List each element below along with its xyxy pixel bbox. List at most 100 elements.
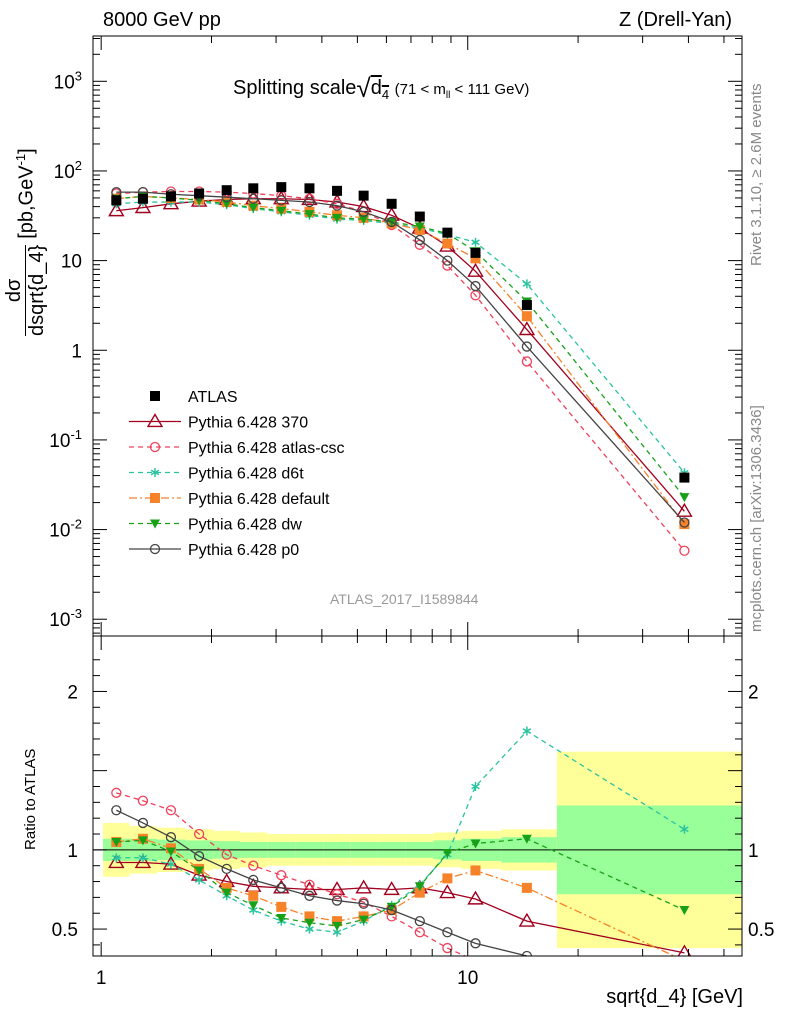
series-line-3 xyxy=(116,195,685,525)
series-point-4 xyxy=(248,203,259,213)
legend-label: Pythia 6.428 default xyxy=(188,491,330,508)
ratio-point-1 xyxy=(165,805,177,816)
series-point-3 xyxy=(679,519,690,530)
watermark: ATLAS_2017_I1589844 xyxy=(330,591,479,607)
ratio-point-2 xyxy=(138,853,148,863)
series-point-1 xyxy=(304,193,315,204)
ratio-point-4 xyxy=(414,882,425,892)
data-point xyxy=(679,472,690,483)
title-range: (71 < m xyxy=(394,81,446,98)
ratio-point-3 xyxy=(276,901,287,912)
legend-marker xyxy=(146,413,164,428)
data-point xyxy=(221,185,232,196)
ratio-point-5 xyxy=(358,898,369,909)
ratio-point-4 xyxy=(137,836,148,846)
ratio-point-1 xyxy=(331,889,343,900)
ratio-point-0 xyxy=(383,881,400,896)
series-point-5 xyxy=(276,195,287,206)
ratio-point-4 xyxy=(194,866,205,876)
ratio-point-4 xyxy=(442,849,453,859)
header-left: 8000 GeV pp xyxy=(103,9,221,31)
title-main: Splitting scale xyxy=(233,77,357,99)
series-line-4 xyxy=(116,195,685,498)
data-point xyxy=(276,182,287,193)
ratio-y-tick-label-right: 1 xyxy=(748,841,759,862)
ratio-point-4 xyxy=(304,918,315,928)
ratio-y-tick-label: 1 xyxy=(67,841,78,862)
y-tick-label: 103 xyxy=(54,68,82,93)
legend-label: Pythia 6.428 dw xyxy=(188,517,302,534)
series-point-5 xyxy=(442,255,453,266)
ratio-series xyxy=(108,726,692,956)
ratio-point-5 xyxy=(414,915,425,927)
data-point xyxy=(194,188,205,199)
title-range-sub: ll xyxy=(445,90,451,101)
ratio-point-4 xyxy=(358,915,369,925)
legend-marker xyxy=(150,468,160,477)
ratio-point-1 xyxy=(442,942,453,954)
rivet-label: Rivet 3.1.10, ≥ 2.6M events xyxy=(748,83,765,267)
ratio-point-4 xyxy=(386,902,397,912)
ratio-point-3 xyxy=(221,882,232,893)
ratio-point-0 xyxy=(467,890,484,905)
series-point-3 xyxy=(521,311,532,322)
ratio-xlabel: sqrt{d_4} [GeV] xyxy=(606,986,743,1008)
series-point-5 xyxy=(470,280,481,292)
ratio-point-1 xyxy=(473,955,478,956)
ratio-point-5 xyxy=(111,805,122,816)
ratio-point-2 xyxy=(166,859,176,869)
series-line-5 xyxy=(116,191,685,523)
ylabel-unit-end: ] xyxy=(15,148,38,154)
title-sqrt-sub: 4 xyxy=(381,87,390,102)
series-point-4 xyxy=(414,222,425,232)
series-point-4 xyxy=(679,493,690,503)
data-point xyxy=(111,195,122,206)
ratio-point-2 xyxy=(194,875,204,885)
ratio-line-4 xyxy=(116,838,685,927)
legend-marker xyxy=(149,543,161,555)
ratio-line-3 xyxy=(116,838,676,956)
series-point-5 xyxy=(414,234,425,246)
ratio-point-2 xyxy=(471,781,480,791)
ratio-point-0 xyxy=(518,912,536,927)
data-point xyxy=(442,227,453,238)
title-sqrt: d xyxy=(370,77,382,99)
y-tick-label: 1 xyxy=(71,341,82,362)
series-point-0 xyxy=(676,502,693,517)
data-point xyxy=(414,211,425,222)
legend-label: Pythia 6.428 p0 xyxy=(188,542,299,559)
ratio-point-1 xyxy=(137,795,149,806)
data-point xyxy=(304,183,315,194)
ratio-point-1 xyxy=(304,879,315,890)
y-tick-label: 102 xyxy=(54,158,82,183)
ratio-point-3 xyxy=(414,887,425,898)
series-point-0 xyxy=(518,321,536,336)
ratio-line-5 xyxy=(116,809,549,956)
header-right: Z (Drell-Yan) xyxy=(619,9,732,31)
y-tick-label: 10 xyxy=(61,252,82,273)
series-point-0 xyxy=(134,199,152,214)
x-tick-label: 1 xyxy=(96,968,107,989)
main-series xyxy=(108,182,693,556)
series-point-5 xyxy=(304,196,315,208)
ratio-point-0 xyxy=(108,854,125,869)
ratio-point-4 xyxy=(276,913,287,923)
series-point-1 xyxy=(679,545,690,556)
ratio-point-3 xyxy=(470,865,481,876)
mcplots-label: mcplots.cern.ch [arXiv:1306.3436] xyxy=(748,405,765,632)
ratio-point-5 xyxy=(470,938,481,949)
x-tick-label: 10 xyxy=(457,968,478,989)
ratio-point-5 xyxy=(304,890,315,901)
ratio-point-5 xyxy=(331,895,343,906)
ratio-point-4 xyxy=(679,906,690,916)
series-point-5 xyxy=(386,216,397,228)
y-tick-label: 10-3 xyxy=(49,606,82,631)
data-point xyxy=(470,247,481,258)
ratio-point-1 xyxy=(193,828,205,840)
series-point-0 xyxy=(467,262,484,277)
legend-marker xyxy=(150,519,160,529)
series-point-3 xyxy=(442,238,453,249)
data-point xyxy=(248,183,259,194)
ratio-point-1 xyxy=(414,927,425,938)
series-point-3 xyxy=(470,253,481,264)
